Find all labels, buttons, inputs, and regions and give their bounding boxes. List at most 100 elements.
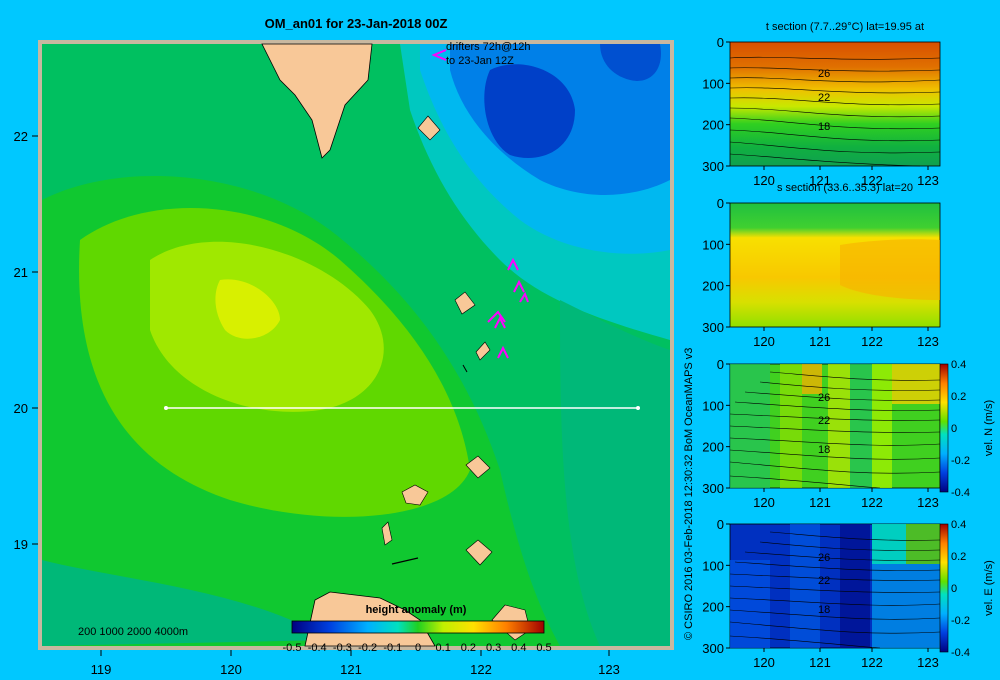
colorbar-label: vel. E (m/s) bbox=[983, 560, 995, 616]
lon-tick-label: 122 bbox=[861, 495, 883, 510]
panel-title: t section (7.7..29°C) lat=19.95 at bbox=[766, 21, 924, 33]
depth-tick-label: 100 bbox=[702, 237, 724, 252]
island bbox=[381, 521, 393, 546]
lon-tick-label: 121 bbox=[809, 495, 831, 510]
credit-text: © CSIRO 2016 03-Feb-2018 12:30:32 BoM Oc… bbox=[683, 348, 695, 640]
colorbar-tick-label: 0.3 bbox=[486, 642, 501, 654]
contour-label: 26 bbox=[818, 68, 830, 80]
depth-tick-label: 200 bbox=[702, 440, 724, 455]
panel-axes: 0 100 200 300 120 121 122 123 0.4 0.2 0 -0.2 -0.4 bbox=[702, 517, 970, 670]
colorbar-tick-label: -0.5 bbox=[283, 642, 302, 654]
t-contours bbox=[729, 56, 941, 167]
depth-tick-label: 0 bbox=[717, 517, 724, 532]
colorbar-tick-label: -0.4 bbox=[951, 487, 970, 499]
colorbar-label: vel. N (m/s) bbox=[983, 400, 995, 456]
colorbar-tick-label: -0.3 bbox=[333, 642, 352, 654]
colorbar-gradient bbox=[291, 620, 545, 634]
lon-tick-label: 122 bbox=[861, 334, 883, 349]
lon-tick-label: 123 bbox=[917, 173, 939, 188]
vel-n-contours bbox=[729, 371, 941, 489]
depth-tick-label: 200 bbox=[702, 279, 724, 294]
lon-tick-label: 121 bbox=[340, 662, 362, 677]
panel-title: s section (33.6..35.3) lat=20 bbox=[777, 182, 913, 194]
lon-tick-label: 120 bbox=[753, 655, 775, 670]
contour-label: 26 bbox=[818, 552, 830, 564]
map-panel: drifters 72h@12h to 23-Jan 12Z 200 1000 … bbox=[14, 16, 674, 677]
colorbar-title: height anomaly (m) bbox=[366, 604, 467, 616]
contour-label: 18 bbox=[818, 121, 830, 133]
depth-tick-label: 200 bbox=[702, 118, 724, 133]
lat-tick-label: 22 bbox=[14, 129, 28, 144]
panel-vel-n: 26 22 18 vel. N (m/s) 0 100 200 300 120 121 12… bbox=[702, 357, 995, 510]
island bbox=[417, 115, 441, 141]
panel-axes: 0 100 200 300 120 121 122 123 bbox=[702, 35, 939, 188]
colorbar-tick-label: 0 bbox=[951, 583, 957, 595]
lon-tick-label: 121 bbox=[809, 334, 831, 349]
colorbar-tick-label: 0 bbox=[415, 642, 421, 654]
lon-tick-label: 123 bbox=[917, 655, 939, 670]
contour-label: 22 bbox=[818, 92, 830, 104]
depth-tick-label: 0 bbox=[717, 196, 724, 211]
drifter-tracks bbox=[431, 49, 529, 359]
colorbar-tick-label: -0.4 bbox=[951, 647, 970, 659]
contour-label: 18 bbox=[818, 444, 830, 456]
island bbox=[465, 539, 493, 566]
island bbox=[401, 484, 429, 506]
panel-s-section: s section (33.6..35.3) lat=20 0 100 200 300… bbox=[702, 182, 941, 349]
contour-label: 22 bbox=[818, 415, 830, 427]
colorbar-tick-label: 0.4 bbox=[951, 359, 966, 371]
lon-tick-label: 120 bbox=[753, 334, 775, 349]
lon-tick-label: 120 bbox=[753, 495, 775, 510]
lon-tick-label: 123 bbox=[917, 334, 939, 349]
depth-tick-label: 300 bbox=[702, 159, 724, 174]
colorbar-tick-label: 0.5 bbox=[536, 642, 551, 654]
colorbar-tick-label: 0.2 bbox=[951, 391, 966, 403]
lon-tick-label: 120 bbox=[753, 173, 775, 188]
colorbar-tick-label: -0.1 bbox=[383, 642, 402, 654]
depth-tick-label: 300 bbox=[702, 481, 724, 496]
vel-n-colorbar bbox=[939, 363, 949, 493]
colorbar-tick-label: 0.4 bbox=[951, 519, 966, 531]
colorbar-tick-label: 0.2 bbox=[461, 642, 476, 654]
panel-axes: 0 100 200 300 120 121 122 123 0.4 0.2 0 -0.2 -0.4 bbox=[702, 357, 970, 510]
island bbox=[465, 455, 491, 479]
lat-tick-label: 19 bbox=[14, 537, 28, 552]
lat-tick-label: 20 bbox=[14, 401, 28, 416]
drifters-label-1: drifters 72h@12h bbox=[446, 41, 531, 53]
panel-t-section: t section (7.7..29°C) lat=19.95 at 26 22… bbox=[702, 21, 941, 188]
colorbar-tick-label: -0.2 bbox=[358, 642, 377, 654]
height-colorbar: height anomaly (m) -0.5 -0.4 -0.3 -0.2 -0.1 0… bbox=[283, 604, 552, 654]
depth-tick-label: 0 bbox=[717, 357, 724, 372]
colorbar-tick-label: 0.2 bbox=[951, 551, 966, 563]
panel-axes: 0 100 200 300 120 121 122 123 bbox=[702, 196, 939, 349]
lon-tick-label: 122 bbox=[470, 662, 492, 677]
vel-e-contours bbox=[729, 531, 941, 649]
colorbar-tick-label: 0.4 bbox=[511, 642, 526, 654]
depth-tick-label: 0 bbox=[717, 35, 724, 50]
colorbar-tick-label: -0.2 bbox=[951, 455, 970, 467]
island bbox=[475, 341, 491, 361]
depth-tick-label: 100 bbox=[702, 398, 724, 413]
lon-tick-label: 122 bbox=[861, 173, 883, 188]
map-title: OM_an01 for 23-Jan-2018 00Z bbox=[265, 16, 448, 31]
island bbox=[454, 291, 476, 315]
depth-tick-label: 100 bbox=[702, 76, 724, 91]
colorbar-tick-label: -0.2 bbox=[951, 615, 970, 627]
height-anomaly-field bbox=[42, 44, 670, 646]
lon-tick-label: 123 bbox=[598, 662, 620, 677]
colorbar-tick-label: 0 bbox=[951, 423, 957, 435]
lat-tick-label: 21 bbox=[14, 265, 28, 280]
drifters-label-2: to 23-Jan 12Z bbox=[446, 55, 514, 67]
depth-tick-label: 200 bbox=[702, 600, 724, 615]
lon-tick-label: 122 bbox=[861, 655, 883, 670]
colorbar-tick-label: 0.1 bbox=[436, 642, 451, 654]
contour-label: 26 bbox=[818, 392, 830, 404]
contour-label: 22 bbox=[818, 575, 830, 587]
contour-label: 18 bbox=[818, 604, 830, 616]
lon-tick-label: 120 bbox=[220, 662, 242, 677]
taiwan-land bbox=[261, 43, 373, 159]
depth-tick-label: 300 bbox=[702, 320, 724, 335]
colorbar-tick-label: -0.4 bbox=[308, 642, 327, 654]
depth-legend: 200 1000 2000 4000m bbox=[78, 626, 188, 638]
